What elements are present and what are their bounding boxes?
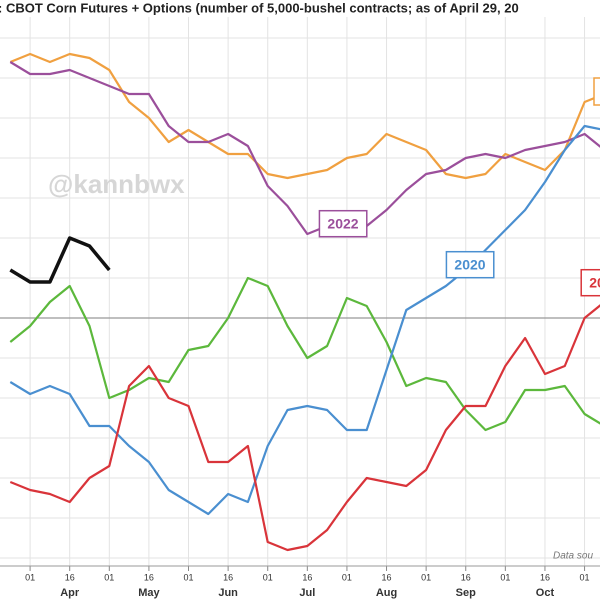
label-box	[445, 250, 495, 279]
x-tick-label: 16	[461, 572, 471, 582]
chart-title: : CBOT Corn Futures + Options (number of…	[0, 0, 519, 15]
x-tick-label: 16	[540, 572, 550, 582]
month-label: May	[138, 587, 160, 599]
x-tick-label: 01	[25, 572, 35, 582]
series-label: 20	[589, 275, 600, 291]
month-label: Aug	[376, 587, 397, 599]
series-label: 2020	[454, 257, 485, 273]
x-axis: 01 16 01 16 01 16 01 16 01 16 01 16 01 16 01 Apr May Jun J…	[0, 565, 600, 599]
month-label: Jul	[299, 587, 315, 599]
x-tick-label: 16	[65, 572, 75, 582]
month-label: Apr	[60, 587, 80, 599]
watermark: @kannbwx	[48, 169, 185, 199]
lines	[9, 52, 600, 552]
x-tick-label: 01	[263, 572, 273, 582]
series-line	[9, 124, 600, 516]
source-note: Data sou	[553, 551, 593, 562]
label-box	[318, 209, 368, 238]
x-tick-label: 16	[144, 572, 154, 582]
x-tick-label: 01	[421, 572, 431, 582]
month-label: Oct	[536, 587, 555, 599]
series-labels: 2022202020	[318, 209, 600, 297]
month-label: Sep	[456, 587, 476, 599]
series-line	[9, 304, 600, 552]
grid	[0, 17, 600, 566]
x-tick-label: 16	[302, 572, 312, 582]
x-tick-label: 16	[223, 572, 233, 582]
label-box	[580, 268, 600, 297]
month-label: Jun	[218, 587, 238, 599]
title-bg	[0, 0, 600, 17]
x-tick-label: 01	[104, 572, 114, 582]
x-tick-label: 16	[382, 572, 392, 582]
series-line	[9, 276, 600, 432]
series-line	[9, 236, 111, 284]
x-tick-label: 01	[500, 572, 510, 582]
x-tick-label: 01	[580, 572, 590, 582]
x-tick-label: 01	[342, 572, 352, 582]
series-line	[9, 61, 600, 236]
x-tick-label: 01	[184, 572, 194, 582]
series-label: 2022	[327, 216, 358, 232]
label-box	[593, 77, 600, 106]
series-line	[9, 52, 600, 180]
